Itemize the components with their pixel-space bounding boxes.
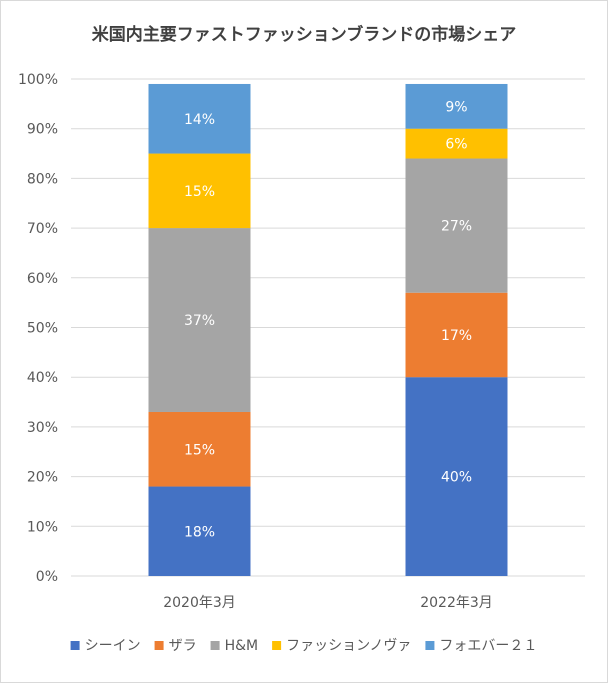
data-label: 9%	[445, 99, 467, 115]
gridlines	[71, 78, 585, 577]
bar-segment	[405, 83, 508, 129]
bar-segment	[405, 158, 508, 293]
data-label: 18%	[184, 524, 215, 540]
legend-label: フォエバー２１	[439, 638, 537, 654]
bar-segment	[148, 153, 251, 229]
data-label: 17%	[441, 328, 472, 344]
data-label: 6%	[445, 137, 467, 153]
data-label: 15%	[184, 442, 215, 458]
bar-segment	[148, 83, 251, 154]
legend-item: H&M	[210, 638, 259, 654]
legend-label: シーイン	[85, 638, 141, 654]
legend-swatch	[154, 641, 164, 650]
data-label: 40%	[441, 470, 472, 486]
y-tick-label: 90%	[27, 122, 58, 138]
y-tick-label: 40%	[27, 370, 58, 386]
y-tick-label: 70%	[27, 221, 58, 237]
bar-segment	[148, 411, 251, 487]
x-axis: 2020年3月 2022年3月	[163, 595, 493, 611]
y-tick-label: 20%	[27, 470, 58, 486]
x-tick-label: 2020年3月	[163, 595, 236, 611]
x-tick-label: 2022年3月	[420, 595, 493, 611]
chart-title: 米国内主要ファストファッションブランドの市場シェア	[92, 24, 517, 45]
data-label: 37%	[184, 313, 215, 329]
legend-label: ファッションノヴァ	[286, 637, 411, 654]
legend: シーイン ザラ H&M ファッションノヴァ フォエバー２１	[70, 637, 537, 654]
bar-segment	[405, 292, 508, 378]
y-tick-label: 50%	[27, 321, 58, 337]
bar-segment	[405, 377, 508, 576]
y-tick-label: 60%	[27, 271, 58, 287]
y-tick-label: 100%	[18, 72, 58, 88]
bars: 18% 15% 37% 15% 14% 40% 17% 27% 6% 9%	[148, 83, 508, 576]
bar-segment	[148, 228, 251, 412]
data-label: 15%	[184, 184, 215, 200]
legend-item: フォエバー２１	[425, 638, 537, 654]
legend-item: シーイン	[70, 638, 141, 654]
legend-swatch	[70, 641, 80, 650]
y-tick-label: 10%	[27, 519, 58, 535]
y-tick-label: 80%	[27, 171, 58, 187]
legend-swatch	[210, 641, 220, 650]
y-axis: 0% 10% 20% 30% 40% 50% 60% 70% 80% 90% 100%	[18, 72, 58, 585]
legend-swatch	[425, 641, 435, 650]
bar-segment	[405, 128, 508, 159]
y-tick-label: 0%	[36, 569, 58, 585]
data-label: 27%	[441, 219, 472, 235]
legend-label: H&M	[225, 638, 259, 654]
legend-item: ザラ	[154, 638, 197, 654]
legend-item: ファッションノヴァ	[272, 637, 411, 654]
y-tick-label: 30%	[27, 420, 58, 436]
data-label: 14%	[184, 112, 215, 128]
legend-swatch	[272, 641, 282, 650]
bar-segment	[148, 486, 251, 576]
legend-label: ザラ	[169, 638, 197, 654]
